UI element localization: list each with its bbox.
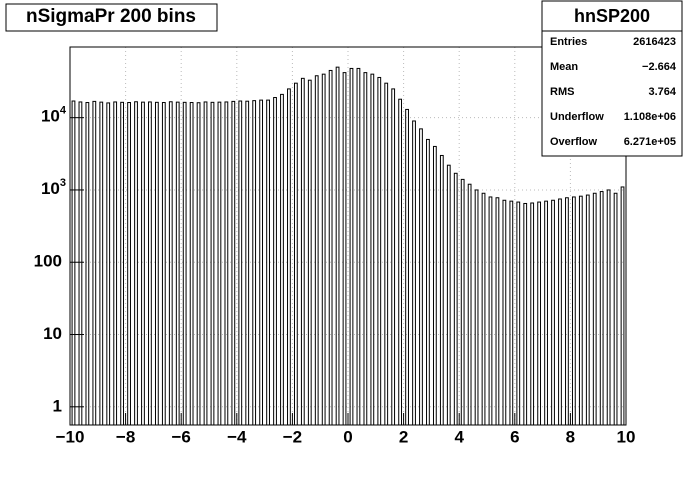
y-tick-label: 1 [53, 396, 62, 415]
x-tick-label: −4 [227, 427, 247, 446]
chart-title: nSigmaPr 200 bins [26, 6, 196, 27]
stats-label: Entries [550, 36, 587, 48]
y-tick-label: 104 [41, 105, 67, 127]
title-box [5, 3, 218, 32]
x-tick-label: 10 [617, 427, 636, 446]
stats-label: Underflow [550, 111, 604, 123]
stats-value: 6.271e+05 [624, 136, 676, 148]
stats-title: hnSP200 [574, 6, 650, 26]
x-tick-label: 4 [454, 427, 464, 446]
x-tick-label: −2 [283, 427, 302, 446]
stats-value: 2616423 [633, 36, 676, 48]
x-tick-label: −8 [116, 427, 135, 446]
y-tick-label: 10 [43, 324, 62, 343]
stats-value: 3.764 [648, 86, 676, 98]
x-tick-label: 6 [510, 427, 519, 446]
x-tick-label: 8 [566, 427, 575, 446]
stats-box [541, 0, 683, 157]
tick-base: 10 [41, 179, 60, 198]
x-tick-label: 2 [399, 427, 408, 446]
tick-exponent: 3 [60, 177, 66, 189]
tick-exponent: 4 [60, 105, 67, 117]
x-tick-label: −10 [56, 427, 85, 446]
tick-base: 10 [41, 107, 60, 126]
stats-label: RMS [550, 86, 574, 98]
x-tick-label: −6 [172, 427, 191, 446]
stats-label: Mean [550, 61, 578, 73]
y-tick-label: 103 [41, 177, 66, 199]
stats-label: Overflow [550, 136, 598, 148]
y-tick-label: 100 [34, 252, 62, 271]
x-tick-label: 0 [343, 427, 352, 446]
stats-value: −2.664 [642, 61, 677, 73]
stats-value: 1.108e+06 [624, 111, 676, 123]
